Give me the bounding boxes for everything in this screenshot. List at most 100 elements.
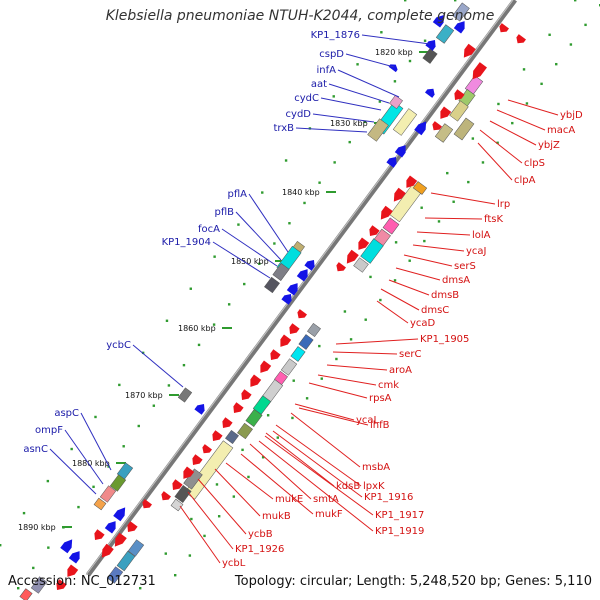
tick-dot	[369, 275, 372, 279]
right-label-leader	[380, 288, 420, 311]
tick-dot	[555, 62, 558, 66]
forward-gene-arrow	[192, 454, 203, 466]
tick-dot	[189, 287, 192, 290]
gene-feature-block	[116, 550, 136, 572]
gene-label-left: KP1_1904	[162, 237, 211, 248]
right-label-leader	[240, 453, 314, 515]
gene-feature-block	[367, 118, 389, 142]
right-label-leader	[507, 99, 559, 116]
tick-dot	[164, 552, 167, 555]
gene-label-right: KP1_1916	[364, 492, 413, 503]
gene-label-right: aroA	[389, 365, 412, 376]
forward-gene-arrow	[380, 205, 393, 220]
gene-label-right: dmsA	[442, 275, 470, 286]
left-label-leader	[132, 344, 184, 388]
right-label-leader	[258, 440, 374, 532]
left-label-leader	[337, 69, 400, 98]
reverse-gene-arrow	[68, 551, 80, 564]
left-label-leader	[320, 97, 382, 111]
tick-dot	[94, 415, 97, 419]
forward-gene-arrow	[472, 62, 487, 80]
gene-label-right: ycaL	[356, 415, 380, 426]
genome-backbone-highlight	[85, 0, 514, 576]
tick-dot	[305, 397, 309, 400]
gene-feature-block	[106, 566, 124, 584]
gene-label-right: mukE	[275, 494, 303, 505]
left-label-leader	[295, 127, 368, 133]
right-label-leader	[388, 279, 430, 296]
gene-label-left: aspC	[54, 408, 79, 419]
reverse-gene-arrow	[425, 39, 436, 51]
gene-feature-block	[353, 257, 369, 273]
gene-label-right: lolA	[472, 230, 491, 241]
ruler-label: 1890 kbp	[18, 523, 56, 532]
gene-label-right: lpxK	[363, 481, 385, 492]
tick-dot	[497, 102, 500, 106]
tick-dot	[540, 82, 543, 86]
forward-gene-arrow	[280, 334, 292, 347]
tick-dot	[349, 338, 353, 341]
gene-feature-block	[422, 48, 438, 64]
right-label-leader	[326, 364, 388, 371]
tick-dot	[335, 357, 338, 361]
gene-label-right: ycbB	[248, 529, 273, 540]
tick-dot	[408, 59, 412, 63]
gene-label-left: trxB	[273, 123, 294, 134]
gene-label-right: KP1_1905	[420, 334, 469, 345]
genome-backbone	[85, 0, 518, 577]
gene-label-right: ihfB	[370, 420, 390, 431]
forward-gene-arrow	[463, 43, 476, 58]
forward-gene-arrow	[297, 309, 307, 319]
tick-dot	[188, 554, 192, 557]
forward-gene-arrow	[432, 121, 442, 131]
tick-dot	[165, 319, 169, 322]
forward-gene-arrow	[161, 491, 171, 501]
reverse-gene-arrow	[286, 283, 298, 296]
gene-feature-block	[382, 217, 400, 235]
right-label-leader	[496, 109, 546, 131]
gene-feature-block	[177, 387, 193, 403]
tick-dot	[241, 448, 244, 452]
gene-feature-block	[280, 358, 298, 376]
left-label-leader	[312, 113, 375, 123]
gene-label-right: msbA	[362, 462, 390, 473]
tick-dot	[174, 574, 177, 577]
tick-dot	[574, 0, 577, 2]
right-label-leader	[376, 300, 409, 324]
tick-dot	[320, 377, 323, 380]
tick-dot	[92, 485, 95, 489]
gene-label-left: ompF	[35, 425, 63, 436]
tick-dot	[348, 140, 351, 144]
left-label-leader	[345, 53, 395, 68]
tick-dot	[46, 479, 50, 483]
right-label-leader	[272, 430, 363, 498]
right-label-leader	[214, 468, 261, 517]
tick-dot	[303, 201, 306, 205]
forward-gene-arrow	[183, 466, 195, 479]
tick-dot	[522, 68, 526, 71]
tick-dot	[408, 259, 411, 262]
tick-dot	[232, 495, 236, 498]
gene-label-right: serC	[399, 349, 421, 360]
right-label-leader	[249, 443, 312, 500]
reverse-gene-arrow	[104, 521, 116, 534]
forward-gene-arrow	[94, 529, 105, 541]
tick-dot	[379, 298, 382, 302]
tick-dot	[292, 379, 295, 382]
ruler-label: 1850 kbp	[231, 257, 269, 266]
left-label-leader	[212, 241, 271, 279]
gene-feature-block	[360, 238, 384, 264]
gene-feature-block	[127, 539, 145, 557]
tick-dot	[393, 80, 397, 83]
gene-label-right: cmk	[378, 380, 399, 391]
tick-dot	[318, 181, 321, 184]
tick-dot	[423, 39, 427, 42]
tick-dot	[273, 242, 276, 245]
right-label-leader	[416, 231, 471, 236]
forward-gene-arrow	[67, 564, 79, 577]
tick-dot	[237, 223, 240, 226]
genome-summary-label: Topology: circular; Length: 5,248,520 bp…	[234, 574, 592, 589]
forward-gene-arrow	[101, 543, 114, 558]
tick-dot	[378, 100, 382, 103]
left-label-leader	[221, 228, 278, 267]
